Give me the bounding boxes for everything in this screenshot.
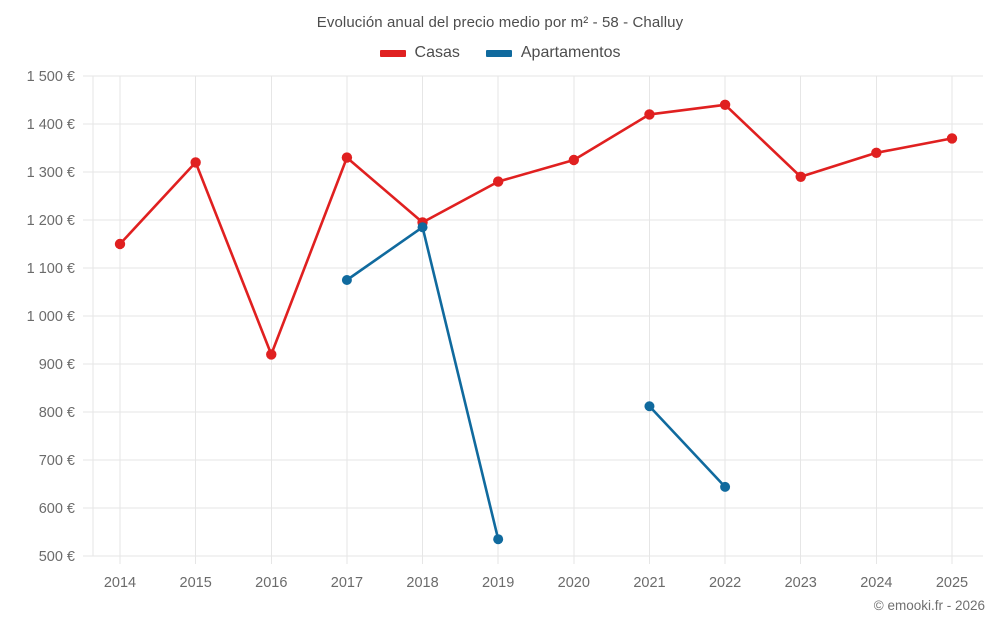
x-axis-tick-label: 2023 bbox=[785, 575, 817, 591]
legend-label-casas: Casas bbox=[414, 44, 460, 61]
data-point[interactable] bbox=[114, 238, 126, 250]
y-axis-tick-label: 900 € bbox=[39, 357, 75, 373]
data-point[interactable] bbox=[190, 157, 201, 168]
x-axis-tick-label: 2022 bbox=[709, 575, 741, 591]
x-axis-tick-label: 2025 bbox=[936, 575, 968, 591]
x-axis-tick-label: 2015 bbox=[180, 575, 212, 591]
x-axis-tick-label: 2020 bbox=[558, 575, 590, 591]
series-line bbox=[648, 404, 727, 489]
data-point[interactable] bbox=[492, 176, 504, 187]
legend-item-apartamentos[interactable]: Apartamentos bbox=[485, 44, 621, 62]
data-point[interactable] bbox=[871, 147, 882, 158]
x-axis-tick-label: 2018 bbox=[406, 575, 438, 591]
y-axis-tick-label: 1 200 € bbox=[27, 213, 75, 229]
legend-swatch-apartamentos bbox=[485, 49, 512, 57]
y-axis-tick-label: 1 000 € bbox=[27, 309, 75, 325]
y-axis-tick-label: 1 300 € bbox=[27, 165, 75, 181]
data-point[interactable] bbox=[644, 401, 655, 412]
data-point[interactable] bbox=[795, 171, 806, 182]
data-point[interactable] bbox=[644, 109, 655, 120]
series-apartamentos bbox=[341, 222, 731, 545]
data-point[interactable] bbox=[341, 275, 352, 285]
data-point[interactable] bbox=[266, 349, 277, 360]
data-point[interactable] bbox=[417, 222, 428, 233]
x-axis-tick-label: 2019 bbox=[482, 575, 514, 591]
y-axis-tick-label: 1 400 € bbox=[27, 117, 75, 133]
legend-swatch-casas bbox=[379, 49, 406, 57]
footer-credit: © emooki.fr - 2026 bbox=[873, 598, 985, 613]
x-axis-tick-label: 2021 bbox=[633, 575, 665, 591]
x-axis-tick-label: 2014 bbox=[104, 575, 136, 591]
y-axis-tick-labels: 500 € 600 € 700 € 800 € 900 € 1 000 € 1 100 € 1… bbox=[27, 69, 75, 565]
y-axis-tick-label: 600 € bbox=[39, 501, 75, 517]
legend-label-apartamentos: Apartamentos bbox=[520, 44, 621, 61]
legend-item-casas[interactable]: Casas bbox=[379, 44, 460, 62]
data-point[interactable] bbox=[720, 481, 731, 492]
data-series-layer bbox=[114, 99, 958, 545]
data-point[interactable] bbox=[719, 99, 731, 111]
x-axis-tick-labels: 2014 2015 2016 2017 2018 2019 2020 2021 2022 2023… bbox=[104, 575, 968, 591]
data-point[interactable] bbox=[493, 534, 504, 545]
x-axis-tick-label: 2017 bbox=[331, 575, 363, 591]
grid-lines bbox=[83, 75, 983, 564]
chart-legend: Casas Apartamentos bbox=[0, 44, 1000, 62]
series-casas bbox=[114, 99, 958, 360]
data-point[interactable] bbox=[946, 133, 958, 144]
data-point[interactable] bbox=[341, 152, 353, 163]
series-line bbox=[118, 103, 954, 356]
chart-title: Evolución anual del precio medio por m² … bbox=[316, 14, 684, 31]
y-axis-tick-label: 500 € bbox=[39, 549, 75, 565]
y-axis-tick-label: 800 € bbox=[39, 405, 75, 421]
data-point[interactable] bbox=[568, 154, 580, 166]
y-axis-tick-label: 1 100 € bbox=[27, 261, 75, 277]
x-axis-tick-label: 2016 bbox=[255, 575, 287, 591]
y-axis-tick-label: 700 € bbox=[39, 453, 75, 469]
y-axis-tick-label: 1 500 € bbox=[27, 69, 75, 85]
x-axis-tick-label: 2024 bbox=[860, 575, 892, 591]
